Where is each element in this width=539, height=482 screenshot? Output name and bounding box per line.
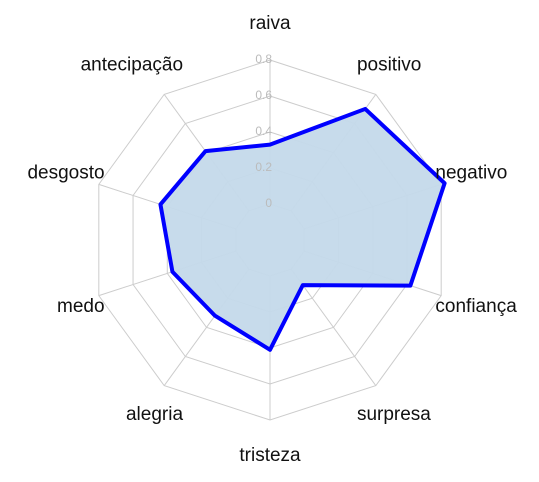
category-label: raiva	[249, 13, 291, 34]
category-label: medo	[57, 296, 105, 317]
r-tick-label: 0.6	[255, 88, 272, 102]
r-tick-label: 0.4	[255, 124, 272, 138]
category-label: negativo	[435, 162, 507, 183]
axis-line	[290, 268, 377, 386]
category-label: alegria	[126, 404, 183, 425]
category-label: confiança	[435, 296, 517, 317]
r-tick-label: 0.2	[255, 160, 272, 174]
r-tick-label: 0.8	[255, 52, 272, 66]
data-area	[158, 106, 447, 352]
category-label: tristeza	[239, 445, 301, 466]
category-label: antecipação	[81, 54, 183, 75]
r-tick-label: 0	[265, 196, 272, 210]
category-label: surpresa	[357, 404, 431, 425]
category-label: positivo	[357, 54, 421, 75]
category-label: desgosto	[27, 162, 104, 183]
